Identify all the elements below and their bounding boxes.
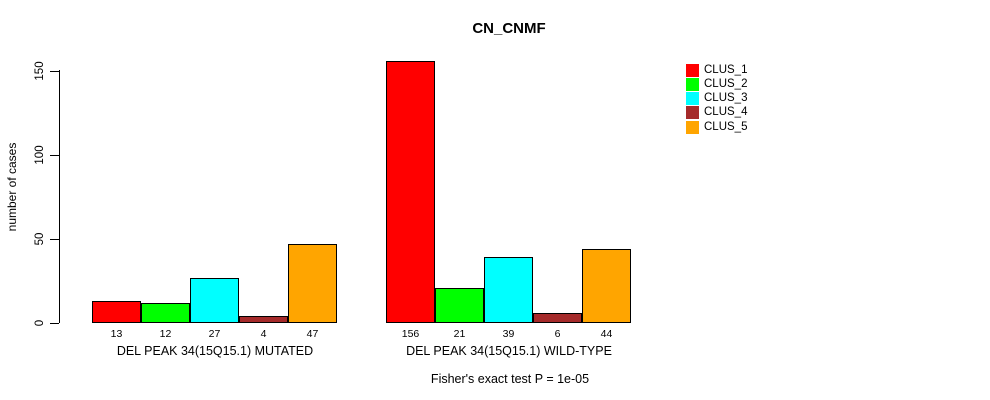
bar-clus_3-group2 <box>484 257 533 323</box>
y-tick-mark-150 <box>50 71 59 72</box>
legend-label: CLUS_3 <box>704 92 748 105</box>
category-label-mutated: DEL PEAK 34(15Q15.1) MUTATED <box>116 344 314 358</box>
legend-item-clus_4: CLUS_4 <box>686 106 748 120</box>
legend-swatch-clus_5 <box>686 120 699 134</box>
y-tick-mark-100 <box>50 155 59 156</box>
legend-label: CLUS_1 <box>704 63 748 76</box>
legend-item-clus_1: CLUS_1 <box>686 63 748 77</box>
legend-swatch-clus_1 <box>686 63 699 77</box>
bar-value-label-clus_4-group1: 4 <box>260 328 267 340</box>
y-tick-label-100: 100 <box>34 145 46 165</box>
bar-clus_1-group1 <box>92 301 141 323</box>
y-tick-label-0: 0 <box>34 319 46 327</box>
bar-value-label-clus_2-group2: 21 <box>453 328 466 340</box>
legend-item-clus_5: CLUS_5 <box>686 120 748 134</box>
bar-value-label-clus_1-group2: 156 <box>401 328 420 340</box>
bar-clus_4-group2 <box>533 313 582 323</box>
bar-clus_5-group2 <box>582 249 631 323</box>
chart-title: CN_CNMF <box>472 20 546 37</box>
bar-clus_2-group1 <box>141 303 190 323</box>
bar-clus_2-group2 <box>435 288 484 323</box>
legend-item-clus_2: CLUS_2 <box>686 77 748 91</box>
y-axis-line <box>59 70 60 323</box>
y-tick-mark-50 <box>50 239 59 240</box>
bar-value-label-clus_1-group1: 13 <box>110 328 123 340</box>
legend-label: CLUS_4 <box>704 106 748 119</box>
legend-swatch-clus_3 <box>686 92 699 106</box>
y-axis-label: number of cases <box>5 142 19 232</box>
legend-label: CLUS_2 <box>704 77 748 90</box>
bar-clus_1-group2 <box>386 61 435 323</box>
bar-value-label-clus_5-group2: 44 <box>600 328 613 340</box>
bar-clus_3-group1 <box>190 278 239 323</box>
bar-clus_5-group1 <box>288 244 337 323</box>
fisher-test-label: Fisher's exact test P = 1e-05 <box>430 372 590 386</box>
bar-value-label-clus_4-group2: 6 <box>554 328 561 340</box>
bar-clus_4-group1 <box>239 316 288 323</box>
legend-swatch-clus_2 <box>686 77 699 91</box>
category-label-wildtype: DEL PEAK 34(15Q15.1) WILD-TYPE <box>406 344 612 358</box>
y-tick-label-150: 150 <box>34 61 46 81</box>
bar-value-label-clus_5-group1: 47 <box>306 328 319 340</box>
bar-value-label-clus_3-group1: 27 <box>208 328 221 340</box>
legend-item-clus_3: CLUS_3 <box>686 92 748 106</box>
legend-swatch-clus_4 <box>686 106 699 120</box>
bar-value-label-clus_3-group2: 39 <box>502 328 515 340</box>
bar-value-label-clus_2-group1: 12 <box>159 328 172 340</box>
y-tick-label-50: 50 <box>34 232 46 246</box>
legend-label: CLUS_5 <box>704 120 748 133</box>
y-tick-mark-0 <box>50 323 59 324</box>
